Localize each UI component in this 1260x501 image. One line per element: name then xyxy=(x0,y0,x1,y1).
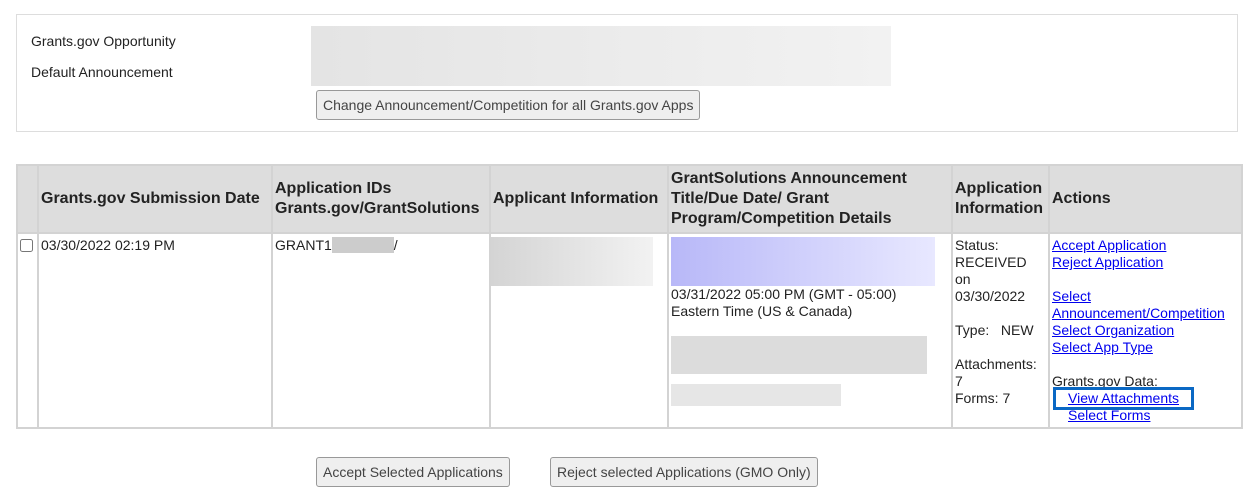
accept-application-link[interactable]: Accept Application xyxy=(1052,237,1167,253)
reject-application-link[interactable]: Reject Application xyxy=(1052,254,1164,270)
select-forms-link[interactable]: Select Forms xyxy=(1068,407,1151,423)
redacted-announcement xyxy=(311,26,891,86)
redacted-announcement-title xyxy=(671,237,935,286)
opportunity-panel: Grants.gov Opportunity Default Announcem… xyxy=(16,14,1238,132)
due-date: 03/31/2022 05:00 PM (GMT - 05:00) xyxy=(671,286,897,302)
header-select xyxy=(16,164,39,234)
select-cell xyxy=(16,232,39,429)
redacted-id xyxy=(331,237,394,253)
header-applicant-info: Applicant Information xyxy=(489,164,669,234)
app-id-suffix: / xyxy=(393,237,398,253)
submission-date: 03/30/2022 02:19 PM xyxy=(37,232,273,429)
timezone: Eastern Time (US & Canada) xyxy=(671,303,853,319)
announcement-details: 03/31/2022 05:00 PM (GMT - 05:00) Easter… xyxy=(667,232,953,429)
applications-table: Grants.gov Submission Date Application I… xyxy=(16,164,1243,429)
announcement-label: Default Announcement xyxy=(31,64,173,80)
redacted-program xyxy=(671,336,927,374)
change-announcement-button[interactable]: Change Announcement/Competition for all … xyxy=(316,90,701,120)
grants-data-label: Grants.gov Data: xyxy=(1052,373,1158,389)
table-row: 03/30/2022 02:19 PM GRANT1 / 03/31/2022 0… xyxy=(16,232,1243,429)
view-attachments-focus: View Attachments xyxy=(1052,387,1195,410)
accept-selected-button[interactable]: Accept Selected Applications xyxy=(316,457,510,487)
redacted-applicant xyxy=(491,237,653,286)
forms-label: Forms: xyxy=(955,390,999,406)
header-submission-date: Grants.gov Submission Date xyxy=(37,164,273,234)
app-id-prefix: GRANT1 xyxy=(275,237,332,253)
on-label: on xyxy=(955,271,971,287)
header-application-info: Application Information xyxy=(951,164,1050,234)
attachments-count: 7 xyxy=(955,373,963,389)
header-announcement: GrantSolutions Announcement Title/Due Da… xyxy=(667,164,953,234)
application-info: Status: RECEIVED on 03/30/2022 Type: NEW… xyxy=(951,232,1050,429)
row-checkbox[interactable] xyxy=(20,239,33,252)
redacted-competition xyxy=(671,384,841,406)
type-value: NEW xyxy=(1000,322,1034,338)
select-app-type-link[interactable]: Select App Type xyxy=(1052,339,1153,355)
view-attachments-link[interactable]: View Attachments xyxy=(1068,390,1180,406)
header-application-ids: Application IDs Grants.gov/GrantSolution… xyxy=(271,164,491,234)
application-ids: GRANT1 / xyxy=(271,232,491,429)
status-date: 03/30/2022 xyxy=(955,288,1026,304)
type-label: Type: xyxy=(955,322,990,338)
status-label: Status: xyxy=(955,237,999,253)
opportunity-label: Grants.gov Opportunity xyxy=(31,33,176,49)
table-header-row: Grants.gov Submission Date Application I… xyxy=(16,164,1243,234)
forms-count: 7 xyxy=(1002,390,1011,406)
actions-cell: Accept Application Reject Application Se… xyxy=(1048,232,1243,429)
select-announcement-link[interactable]: Select Announcement/Competition xyxy=(1052,288,1225,321)
header-actions: Actions xyxy=(1048,164,1243,234)
select-organization-link[interactable]: Select Organization xyxy=(1052,322,1175,338)
status-value: RECEIVED xyxy=(955,254,1027,270)
attachments-label: Attachments: xyxy=(955,356,1037,372)
applicant-info xyxy=(489,232,669,429)
reject-selected-button[interactable]: Reject selected Applications (GMO Only) xyxy=(550,457,818,487)
